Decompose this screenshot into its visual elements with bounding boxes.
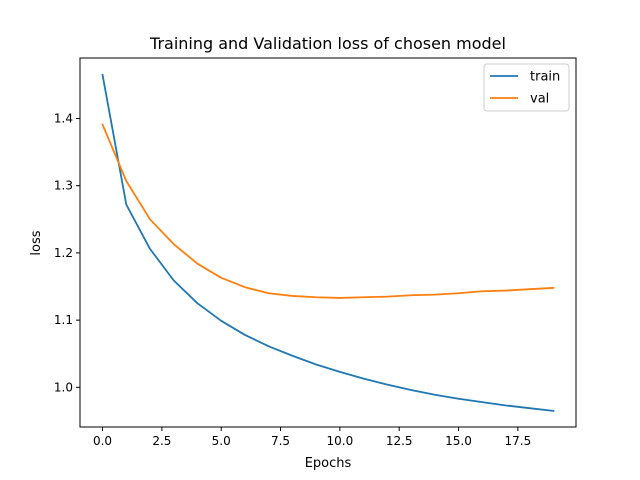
- y-axis-ticks: 1.0 1.1 1.2 1.3 1.4: [54, 111, 80, 394]
- legend: train val: [483, 63, 570, 112]
- x-axis-label: Epochs: [305, 456, 352, 471]
- plot-frame: [79, 57, 577, 428]
- x-tick-label: 5.0: [212, 434, 231, 448]
- y-tick-label: 1.2: [54, 246, 73, 260]
- series-line-train: [101, 73, 555, 412]
- x-tick-label: 17.5: [504, 434, 531, 448]
- y-axis-label: loss: [29, 230, 44, 255]
- y-tick-label: 1.1: [54, 313, 73, 327]
- y-tick-label: 1.0: [54, 380, 73, 394]
- x-tick-label: 10.0: [327, 434, 354, 448]
- x-axis-ticks: 0.0 2.5 5.0 7.5 10.0 12.5 15.0 17.5: [93, 427, 531, 448]
- legend-label-train: train: [530, 70, 560, 85]
- series-line-val: [101, 123, 555, 299]
- x-tick-label: 15.0: [445, 434, 472, 448]
- x-tick-label: 0.0: [93, 434, 112, 448]
- x-tick-label: 2.5: [152, 434, 171, 448]
- chart-title: Training and Validation loss of chosen m…: [149, 34, 506, 53]
- y-tick-label: 1.4: [54, 111, 73, 125]
- x-tick-label: 7.5: [271, 434, 290, 448]
- y-tick-label: 1.3: [54, 179, 73, 193]
- legend-label-val: val: [530, 92, 549, 107]
- x-tick-label: 12.5: [386, 434, 413, 448]
- series-lines: [101, 73, 555, 412]
